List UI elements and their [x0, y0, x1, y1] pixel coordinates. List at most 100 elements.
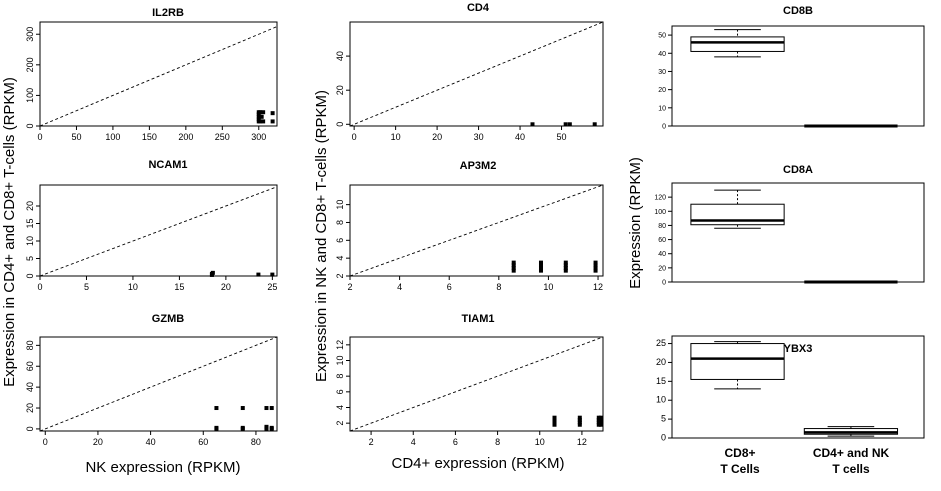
- x-tick-label: 0: [37, 282, 42, 292]
- category-label-cd4-nk-line2: T cells: [832, 462, 870, 476]
- y-tick-label: 2: [335, 273, 345, 278]
- col1-ylabel: Expression in CD4+ and CD8+ T-cells (RPK…: [1, 77, 18, 387]
- y-tick-label: 0: [25, 273, 35, 278]
- data-point: [592, 122, 597, 127]
- x-tick-label: 4: [411, 437, 416, 447]
- data-point: [563, 122, 568, 127]
- x-tick-label: 6: [453, 437, 458, 447]
- data-point: [511, 260, 516, 265]
- data-point: [240, 406, 245, 411]
- x-tick-label: 80: [251, 437, 261, 447]
- chart-ncam1: NCAM1 0 5 10 15 20 25 0 5 10 15 20: [25, 159, 278, 292]
- plot-frame: [349, 336, 604, 432]
- data-point: [552, 422, 557, 427]
- data-point: [552, 420, 557, 425]
- y-tick-label: 10: [658, 105, 666, 112]
- y-tick-label: 40: [658, 251, 666, 258]
- data-point: [269, 425, 274, 430]
- plot-frame: [39, 336, 278, 432]
- y-tick-label: 6: [335, 238, 345, 243]
- chart-gzmb: GZMB 0 20 40 60 80 0 20 40 60 80: [25, 313, 278, 447]
- plot-frame: [349, 21, 604, 127]
- y-tick-label: 8: [335, 220, 345, 225]
- x-tick-label: 10: [391, 132, 401, 142]
- chart-cd8a: CD8A 0 20 40 60 80 100 120: [654, 164, 925, 287]
- data-point: [258, 110, 263, 115]
- data-point: [511, 265, 516, 270]
- y-tick-label: 20: [656, 357, 666, 367]
- data-point: [552, 418, 557, 423]
- x-tick-label: 50: [71, 132, 81, 142]
- y-tick-label: 0: [662, 124, 666, 131]
- data-point: [259, 114, 264, 119]
- y-tick-label: 5: [25, 256, 35, 261]
- y-tick-label: 120: [654, 195, 666, 202]
- plot-frame: [671, 25, 925, 127]
- y-tick-label: 0: [25, 123, 35, 128]
- data-point: [210, 270, 215, 275]
- y-tick-label: 40: [658, 51, 666, 58]
- y-tick-label: 8: [335, 374, 345, 379]
- data-point: [538, 268, 543, 273]
- y-tick-label: 20: [658, 87, 666, 94]
- x-tick-label: 20: [432, 132, 442, 142]
- data-point: [593, 263, 598, 268]
- x-tick-label: 8: [496, 282, 501, 292]
- x-tick-label: 250: [215, 132, 230, 142]
- data-point: [563, 263, 568, 268]
- data-point: [593, 260, 598, 265]
- data-point: [593, 268, 598, 273]
- chart-tiam1: TIAM1 2 4 6 8 10 12 2 4 6 8 10 12: [335, 313, 604, 447]
- y-tick-label: 20: [25, 201, 35, 211]
- y-tick-label: 10: [656, 395, 666, 405]
- box-iqr: [690, 343, 785, 380]
- data-point: [240, 425, 245, 430]
- col1-xlabel: NK expression (RPKM): [85, 459, 240, 476]
- x-tick-label: 60: [198, 437, 208, 447]
- chart-il2rb: IL2RB 0 50 100 150 200 250 300 0 100 200 300: [25, 7, 278, 142]
- y-tick-label: 100: [25, 88, 35, 103]
- data-point: [530, 122, 535, 127]
- data-point: [538, 260, 543, 265]
- x-tick-label: 15: [174, 282, 184, 292]
- y-tick-label: 15: [656, 376, 666, 386]
- chart-title: TIAM1: [462, 313, 495, 325]
- data-point: [563, 265, 568, 270]
- data-point: [261, 110, 266, 115]
- data-point: [256, 114, 261, 119]
- chart-title: CD8B: [783, 5, 813, 17]
- x-tick-label: 40: [146, 437, 156, 447]
- data-point: [598, 420, 603, 425]
- chart-title: IL2RB: [152, 7, 184, 19]
- y-tick-label: 4: [335, 405, 345, 410]
- data-point: [596, 422, 601, 427]
- y-tick-label: 2: [335, 421, 345, 426]
- y-tick-label: 30: [658, 69, 666, 76]
- y-tick-label: 50: [658, 33, 666, 40]
- data-point: [577, 422, 582, 427]
- x-tick-label: 20: [221, 282, 231, 292]
- chart-title: AP3M2: [460, 160, 497, 172]
- x-tick-label: 0: [37, 132, 42, 142]
- y-tick-label: 6: [335, 389, 345, 394]
- y-tick-label: 20: [658, 265, 666, 272]
- x-tick-label: 5: [84, 282, 89, 292]
- data-point: [596, 418, 601, 423]
- reference-line: [349, 21, 604, 127]
- data-point: [552, 415, 557, 420]
- col3-ylabel: Expression (RPKM): [627, 157, 644, 289]
- col2-xlabel: CD4+ expression (RPKM): [392, 455, 565, 472]
- x-tick-label: 150: [142, 132, 157, 142]
- data-point: [264, 424, 269, 429]
- y-tick-label: 60: [25, 361, 35, 371]
- y-tick-label: 40: [25, 382, 35, 392]
- x-tick-label: 50: [557, 132, 567, 142]
- data-point: [214, 406, 219, 411]
- reference-line: [349, 184, 604, 277]
- x-tick-label: 6: [447, 282, 452, 292]
- box-iqr: [690, 36, 785, 52]
- data-point: [256, 272, 261, 277]
- x-tick-label: 12: [593, 282, 603, 292]
